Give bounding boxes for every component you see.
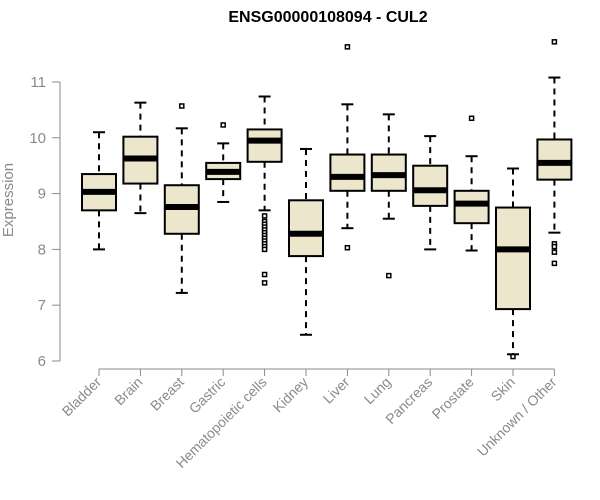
- box-breast: [163, 103, 200, 294]
- x-tick-label: Breast: [147, 374, 187, 414]
- x-tick-label: Prostate: [429, 374, 477, 422]
- box-liver: [329, 44, 366, 251]
- box-bladder: [81, 131, 117, 251]
- x-tick-label: Lung: [361, 374, 394, 407]
- outlier-point: [261, 271, 268, 278]
- x-tick-label: Skin: [488, 374, 519, 405]
- x-tick-label: Brain: [111, 374, 145, 408]
- y-tick-label: 6: [38, 353, 46, 370]
- outlier-point: [261, 280, 268, 286]
- outlier-point: [220, 122, 226, 128]
- x-tick-label: Unknown / Other: [474, 374, 560, 460]
- chart-title: ENSG00000108094 - CUL2: [228, 9, 427, 26]
- box-skin: [495, 167, 531, 360]
- box-lung: [370, 113, 407, 279]
- outlier-point: [344, 44, 351, 50]
- box-unknown-other: [536, 39, 573, 267]
- box-body: [536, 138, 573, 181]
- box-prostate: [453, 115, 490, 252]
- y-tick-label: 9: [38, 186, 46, 203]
- outlier-point: [261, 213, 268, 219]
- outlier-point: [551, 260, 558, 267]
- y-tick-label: 8: [38, 241, 46, 258]
- y-axis: 6 7 8 9 10 11: [29, 74, 61, 370]
- box-body: [288, 199, 324, 258]
- box-hematopoietic-cells: [246, 95, 283, 286]
- outlier-point: [468, 115, 475, 122]
- x-tick-label: Bladder: [59, 374, 105, 420]
- y-tick-label: 10: [29, 130, 46, 147]
- box-body: [246, 128, 283, 163]
- x-tick-label: Liver: [320, 374, 353, 407]
- outlier-point: [551, 39, 558, 45]
- outlier-point: [510, 353, 516, 360]
- y-tick-label: 11: [30, 74, 46, 91]
- box-body: [412, 164, 449, 207]
- box-body: [495, 206, 531, 311]
- plot-area: [81, 39, 573, 360]
- box-gastric: [205, 122, 242, 203]
- outlier-point: [551, 243, 558, 250]
- box-kidney: [288, 147, 324, 336]
- box-pancreas: [412, 135, 449, 251]
- y-tick-label: 7: [38, 297, 46, 314]
- box-body: [329, 153, 366, 192]
- outlier-point: [386, 272, 392, 279]
- outlier-point: [179, 103, 185, 109]
- outlier-point: [344, 244, 351, 251]
- x-tick-label: Kidney: [270, 374, 312, 416]
- outlier-point: [261, 246, 268, 253]
- outlier-point: [551, 249, 558, 255]
- y-axis-label: Expression: [0, 163, 17, 237]
- box-brain: [122, 101, 159, 215]
- box-body: [453, 189, 490, 225]
